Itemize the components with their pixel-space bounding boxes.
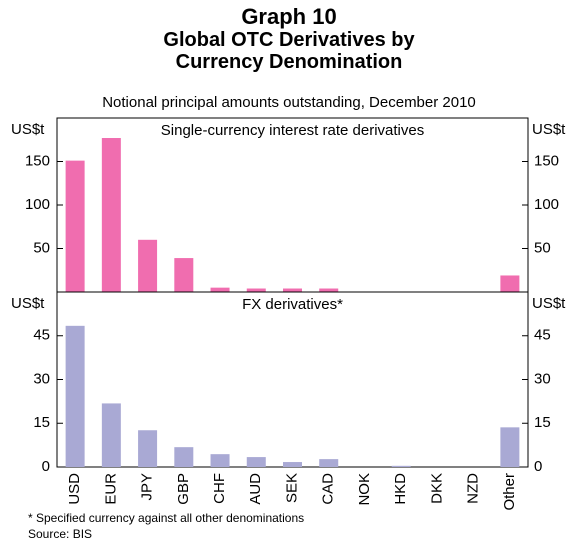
y-tick-label: 100 [25, 196, 50, 213]
bar [500, 275, 520, 292]
y-tick-label: 15 [534, 414, 551, 431]
bar [283, 288, 302, 292]
bar [283, 462, 302, 467]
bar [65, 160, 85, 292]
bar [174, 447, 194, 467]
x-tick-label: EUR [102, 473, 119, 505]
x-tick-label: JPY [139, 473, 156, 501]
bar [246, 457, 266, 467]
x-tick-label: NZD [465, 473, 482, 504]
x-tick-label: CHF [211, 473, 228, 504]
chart-title: Global OTC Derivatives by Currency Denom… [163, 29, 415, 73]
bar [500, 427, 520, 467]
source: Source: BIS [28, 527, 92, 541]
x-tick-label: NOK [356, 473, 373, 506]
x-tick-label: USD [66, 473, 83, 505]
panel-frame [56, 291, 529, 468]
bar [210, 287, 230, 292]
bar [138, 430, 158, 467]
x-tick-label: DKK [428, 473, 445, 504]
bar [319, 288, 339, 292]
x-tick-label: CAD [320, 473, 337, 505]
bar [138, 239, 158, 292]
bar [391, 465, 411, 467]
y-tick-label: 150 [534, 152, 559, 169]
bar [210, 454, 230, 467]
x-tick-label: Other [501, 473, 518, 511]
y-axis-label-right: US$t [532, 295, 566, 312]
graph-number: Graph 10 [241, 4, 337, 29]
x-tick-label: HKD [392, 473, 409, 505]
x-tick-label: SEK [283, 473, 300, 503]
y-tick-label: 50 [33, 239, 50, 256]
y-tick-label: 0 [42, 458, 50, 475]
y-tick-label: 0 [534, 458, 542, 475]
y-tick-label: 150 [25, 152, 50, 169]
x-tick-label: GBP [175, 473, 192, 505]
bar [246, 288, 266, 292]
y-tick-label: 50 [534, 239, 551, 256]
footnote: * Specified currency against all other d… [28, 511, 304, 525]
y-tick-label: 30 [534, 370, 551, 387]
bar [174, 258, 194, 292]
x-tick-label: AUD [247, 473, 264, 505]
bar [101, 403, 121, 467]
bar [101, 138, 121, 292]
y-axis-label: US$t [11, 295, 45, 312]
y-axis-label-right: US$t [532, 121, 566, 138]
y-tick-label: 100 [534, 196, 559, 213]
panel-title: FX derivatives* [242, 296, 343, 313]
y-tick-label: 45 [534, 327, 551, 344]
y-tick-label: 30 [33, 370, 50, 387]
panel-title: Single-currency interest rate derivative… [161, 122, 424, 139]
bar [319, 459, 339, 467]
bar [65, 325, 85, 467]
y-tick-label: 45 [33, 327, 50, 344]
panel-frame [56, 117, 529, 293]
y-axis-label: US$t [11, 121, 45, 138]
subtitle: Notional principal amounts outstanding, … [102, 94, 476, 111]
y-tick-label: 15 [33, 414, 50, 431]
